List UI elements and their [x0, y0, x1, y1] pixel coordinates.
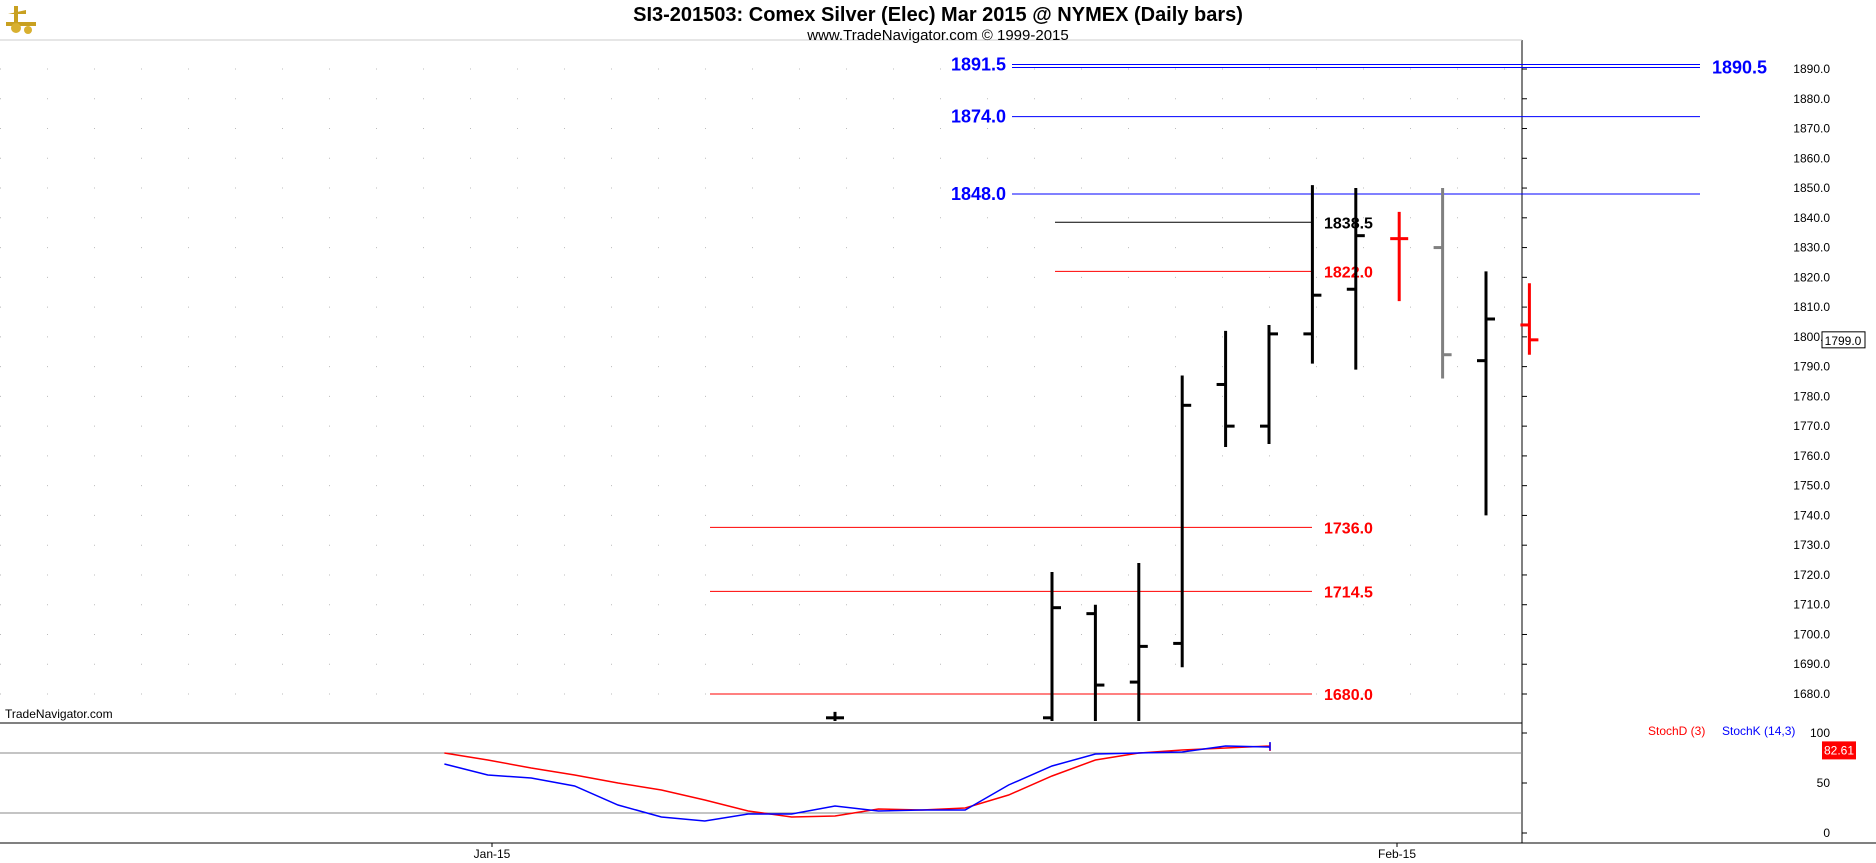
level-label: 1838.5	[1324, 215, 1373, 232]
y-tick-label: 1790.0	[1793, 360, 1830, 374]
stoch-legend-d: StochD (3)	[1648, 724, 1705, 738]
y-tick-label: 1780.0	[1793, 389, 1830, 403]
level-label: 1891.5	[951, 55, 1006, 75]
y-tick-label: 1810.0	[1793, 300, 1830, 314]
y-tick-label: 1850.0	[1793, 181, 1830, 195]
y-tick-label: 1880.0	[1793, 92, 1830, 106]
x-tick-label: Feb-15	[1378, 847, 1416, 861]
y-tick-label: 1840.0	[1793, 211, 1830, 225]
stoch-legend-k: StochK (14,3)	[1722, 724, 1795, 738]
y-tick-label: 1870.0	[1793, 122, 1830, 136]
y-tick-label: 1730.0	[1793, 538, 1830, 552]
y-tick-label: 1720.0	[1793, 568, 1830, 582]
chart-subtitle: www.TradeNavigator.com © 1999-2015	[807, 27, 1069, 44]
level-label: 1848.0	[951, 184, 1006, 204]
y-tick-label: 1700.0	[1793, 627, 1830, 641]
stoch-last-box	[1822, 741, 1856, 760]
y-tick-label: 1820.0	[1793, 270, 1830, 284]
watermark: TradeNavigator.com	[5, 707, 113, 721]
stoch-series-line	[444, 742, 1271, 822]
y-tick-label: 1680.0	[1793, 687, 1830, 701]
y-tick-label: 1800.0	[1793, 330, 1830, 344]
stoch-y-tick-label: 50	[1817, 776, 1831, 790]
stoch-y-tick-label: 100	[1810, 726, 1830, 740]
stoch-last-label: 82.61	[1824, 743, 1854, 757]
trade-navigator-logo	[6, 6, 36, 34]
y-tick-label: 1830.0	[1793, 241, 1830, 255]
last-price-label: 1799.0	[1825, 334, 1862, 348]
y-tick-label: 1740.0	[1793, 508, 1830, 522]
level-label: 1680.0	[1324, 687, 1373, 704]
last-price-box	[1821, 331, 1866, 349]
level-label: 1714.5	[1324, 584, 1373, 601]
y-tick-label: 1890.0	[1793, 62, 1830, 76]
level-label: 1736.0	[1324, 520, 1373, 537]
y-tick-label: 1770.0	[1793, 419, 1830, 433]
y-tick-label: 1760.0	[1793, 449, 1830, 463]
level-label: 1822.0	[1324, 264, 1373, 281]
price-pane: 1680.0 1690.0 1700.0 1710.0 1720.0 1730.0 1740…	[0, 39, 1876, 844]
x-axis: Jan-15 Feb-15	[474, 843, 1416, 861]
y-tick-label: 1710.0	[1793, 598, 1830, 612]
stoch-y-tick-label: 0	[1823, 826, 1830, 840]
chart-title: SI3-201503: Comex Silver (Elec) Mar 2015…	[633, 4, 1243, 26]
x-tick-label: Jan-15	[474, 847, 511, 861]
stoch-series-line	[444, 743, 1271, 818]
y-tick-label: 1750.0	[1793, 479, 1830, 493]
stochastic-pane: 0 50 100 StochD (3) StochK (14,3) 82.61	[0, 724, 1856, 840]
level-label: 1874.0	[951, 107, 1006, 127]
y-tick-label: 1860.0	[1793, 151, 1830, 165]
level-label: 1890.5	[1712, 58, 1767, 78]
y-tick-label: 1690.0	[1793, 657, 1830, 671]
